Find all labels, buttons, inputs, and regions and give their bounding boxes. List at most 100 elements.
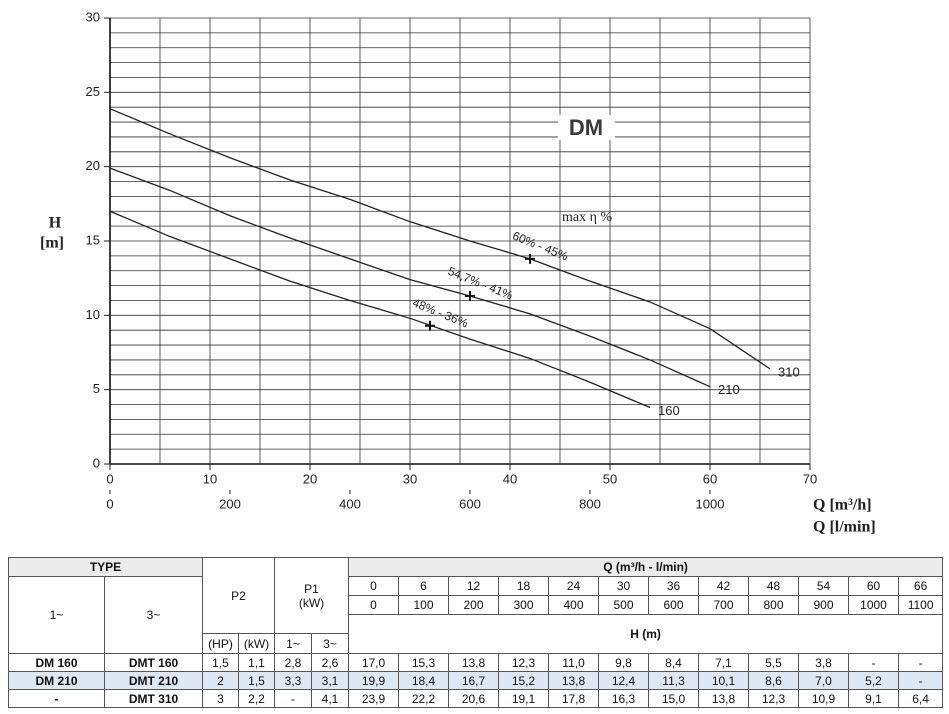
table-cell: 600 <box>648 595 700 615</box>
cell-text: P1 <box>304 581 319 596</box>
cell-text: 10,1 <box>711 673 736 688</box>
curve-label: 210 <box>718 382 740 397</box>
table-cell: DMT 210 <box>104 671 203 690</box>
cell-text: 200 <box>463 598 484 612</box>
table-cell: 1100 <box>898 595 944 615</box>
table-cell: 20,6 <box>448 689 500 708</box>
cell-text: DMT 310 <box>128 691 179 706</box>
cell-text: 8,4 <box>665 655 682 670</box>
cell-text: 16,3 <box>611 691 636 706</box>
cell-text: 16,7 <box>461 673 486 688</box>
cell-text: - <box>918 655 923 670</box>
cell-text: 1,5 <box>212 655 229 670</box>
cell-text: 800 <box>763 598 784 612</box>
table-cell: 3~ <box>310 633 350 654</box>
x-axis-label: Q [m³/h] <box>813 497 872 514</box>
table-cell: 18,4 <box>398 671 450 690</box>
table-cell: 1000 <box>848 595 900 615</box>
efficiency-point <box>525 253 535 264</box>
y-tick-label: 10 <box>86 307 100 322</box>
x-tick-label: 60 <box>703 471 717 486</box>
y-axis-label: H <box>49 215 62 232</box>
table-cell: 9,8 <box>598 653 650 672</box>
table-cell: 24 <box>548 576 600 596</box>
curve-label: 160 <box>658 403 680 418</box>
table-cell: 12,3 <box>498 653 550 672</box>
cell-text: 7,0 <box>815 673 832 688</box>
cell-text: 3~ <box>146 608 161 622</box>
annotation-title: max η % <box>562 210 612 225</box>
table-cell: 36 <box>648 576 700 596</box>
x-tick-label: 30 <box>403 471 417 486</box>
table-cell: 16,7 <box>448 671 500 690</box>
table-cell: 0 <box>348 595 400 615</box>
x2-tick-label: 200 <box>219 496 241 511</box>
table-cell: 15,2 <box>498 671 550 690</box>
table-cell: 11,3 <box>648 671 700 690</box>
cell-text: 1100 <box>907 598 934 612</box>
y-tick-label: 25 <box>86 84 100 99</box>
table-cell: 200 <box>448 595 500 615</box>
table-cell: 700 <box>698 595 750 615</box>
cell-text: DMT 160 <box>128 655 179 670</box>
cell-text: 15,3 <box>411 655 436 670</box>
cell-text: TYPE <box>89 560 122 574</box>
cell-text: Q (m³/h - l/min) <box>603 560 688 574</box>
table-row: TYPE P2 P1 (kW) Q (m³/h - l/min) <box>8 557 944 634</box>
curve-label: 310 <box>778 364 800 379</box>
table-cell: 12,4 <box>598 671 650 690</box>
x2-axis-label: Q [l/min] <box>813 519 876 536</box>
table-cell: 60 <box>848 576 900 596</box>
cell-text: 300 <box>513 598 534 612</box>
table-cell: 10,1 <box>698 671 750 690</box>
cell-text: 8,6 <box>765 673 782 688</box>
table-cell: 500 <box>598 595 650 615</box>
table-cell: 16,3 <box>598 689 650 708</box>
table-cell: DMT 310 <box>104 689 203 708</box>
table-row: 0 100 200 300 400 500 600 700 800 900 1000 1100 <box>9 595 944 615</box>
table-cell: 18 <box>498 576 550 596</box>
chart-title: DM <box>569 115 603 140</box>
cell-text: 13,8 <box>561 673 586 688</box>
table-cell: 1,5 <box>202 653 239 672</box>
table-cell: 2,6 <box>310 653 350 672</box>
x2-tick-label: 600 <box>459 496 481 511</box>
cell-text: DM 210 <box>35 673 78 688</box>
table-cell: P1 (kW) <box>273 557 350 634</box>
cell-text: 5,2 <box>865 673 882 688</box>
cell-text: DM 160 <box>35 655 78 670</box>
cell-text: 12,4 <box>611 673 636 688</box>
efficiency-label: 54,7% - 41% <box>446 264 515 303</box>
table-cell: 3,8 <box>798 653 850 672</box>
table-cell: P2 <box>202 557 275 634</box>
cell-text: 3~ <box>323 636 337 651</box>
cell-text: 1,5 <box>248 673 265 688</box>
cell-text: 42 <box>716 579 731 593</box>
table-cell: 8,6 <box>748 671 800 690</box>
cell-text: 6 <box>420 579 427 593</box>
cell-text: 3,8 <box>815 655 832 670</box>
cell-text: 9,1 <box>865 691 882 706</box>
cell-text: 13,8 <box>461 655 486 670</box>
table-row: DM 160 DMT 160 1,5 1,1 2,8 2,6 17,0 15,3 13,8 12,… <box>8 653 944 672</box>
table-cell: - <box>8 689 105 708</box>
table-cell: 22,2 <box>398 689 450 708</box>
table-cell: 6 <box>398 576 450 596</box>
data-table: TYPE P2 P1 (kW) Q (m³/h - l/min) 1~ 3~ 0 6 12 18 24… <box>8 557 944 708</box>
x-tick-label: 40 <box>503 471 517 486</box>
x2-tick-label: 800 <box>579 496 601 511</box>
table-cell: DM 160 <box>8 653 105 672</box>
cell-text: 700 <box>713 598 734 612</box>
cell-text: 9,8 <box>615 655 632 670</box>
table-cell: 2,8 <box>274 653 312 672</box>
table-cell: 13,8 <box>548 671 600 690</box>
x-tick-label: 20 <box>303 471 317 486</box>
table-cell: 15,3 <box>398 653 450 672</box>
table-row: - DMT 310 3 2,2 - 4,1 23,9 22,2 20,6 19,1 17,8 16,3… <box>8 689 944 708</box>
cell-text: (HP) <box>208 636 233 651</box>
curve <box>109 108 771 370</box>
cell-text: 1~ <box>49 608 64 622</box>
cell-text: 5,5 <box>765 655 782 670</box>
cell-text: - <box>871 655 876 670</box>
curve <box>109 210 651 409</box>
